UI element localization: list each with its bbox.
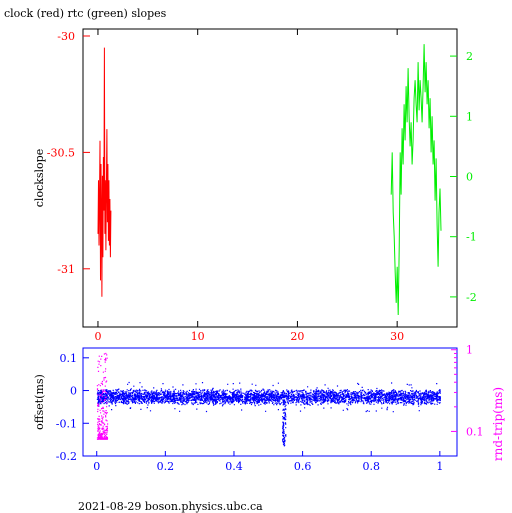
top-y-right-tick-label: 2: [466, 50, 473, 63]
bottom-y-tick-label: 0.1: [60, 352, 78, 365]
bottom-y-right-tick-label: 1: [466, 344, 473, 357]
top-y-tick-label: -30.5: [47, 146, 75, 159]
bottom-y-tick-label: 0: [70, 385, 77, 398]
bottom-x-tick-label: 0.4: [225, 460, 243, 473]
bottom-plot-frame: [82, 347, 458, 457]
bottom-y-tick-label: -0.1: [56, 417, 77, 430]
bottom-x-tick-label: 0: [93, 460, 100, 473]
top-x-tick-label: 20: [290, 330, 304, 343]
top-y-right-tick-label: 0: [466, 170, 473, 183]
top-plot-frame: [82, 28, 458, 328]
bottom-y-right-axis-label: rnd-trip(ms): [491, 387, 505, 461]
footer-text: 2021-08-29 boson.physics.ubc.ca: [78, 500, 263, 513]
offset-scatter-series: [96, 381, 441, 447]
rtc-slope-series: [390, 44, 442, 316]
rndtrip-scatter-series: [96, 352, 109, 440]
bottom-y-axis-label: offset(ms): [33, 374, 46, 430]
top-y-tick-label: -30: [57, 30, 75, 43]
bottom-x-tick-label: 0.8: [362, 460, 380, 473]
bottom-x-tick-label: 0.6: [294, 460, 312, 473]
top-x-tick-label: 30: [390, 330, 404, 343]
top-y-right-tick-label: -2: [466, 291, 477, 304]
chart-title: clock (red) rtc (green) slopes: [4, 7, 167, 20]
top-y-tick-label: -31: [57, 263, 75, 276]
clock-slope-series: [97, 47, 112, 297]
top-y-right-tick-label: 1: [466, 110, 473, 123]
top-y-axis-label: clockslope: [33, 149, 46, 207]
bottom-y-tick-label: -0.2: [56, 450, 77, 463]
top-x-tick-label: 10: [191, 330, 205, 343]
bottom-y-right-tick-label: 0.1: [466, 425, 484, 438]
top-x-tick-label: 0: [94, 330, 101, 343]
bottom-x-tick-label: 0.2: [157, 460, 175, 473]
bottom-x-tick-label: 1: [436, 460, 443, 473]
top-y-right-tick-label: -1: [466, 231, 477, 244]
